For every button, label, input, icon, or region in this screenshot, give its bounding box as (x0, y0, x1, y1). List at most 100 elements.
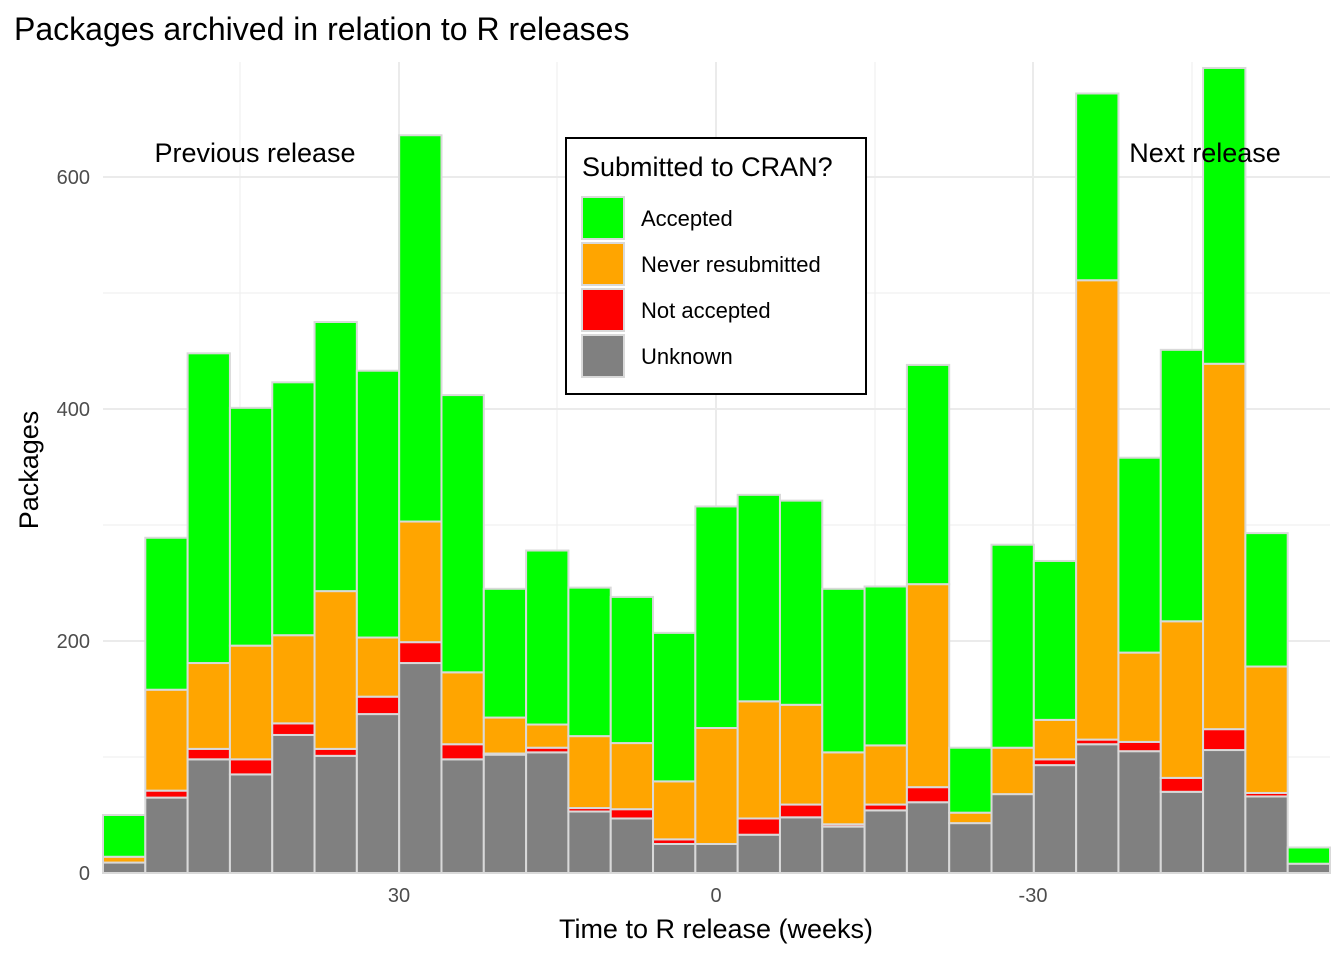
bar-segment (355, 636, 401, 698)
bar-segment (609, 808, 655, 820)
bar-segment (440, 671, 485, 746)
bar-segment (1244, 532, 1289, 668)
bar-segment (1286, 862, 1332, 874)
bar-segment (1244, 665, 1289, 794)
bar-segment (228, 644, 274, 761)
bar-segment (144, 789, 189, 799)
bar-segment (821, 587, 866, 754)
bar-segment (271, 722, 316, 736)
bar-segment (905, 583, 951, 789)
bar-segment (440, 394, 485, 674)
y-tick-label: 0 (79, 863, 90, 885)
bar-segment (482, 587, 528, 719)
bar-segment (1286, 846, 1332, 865)
bar-segment (144, 688, 189, 792)
bar-segment (990, 543, 1035, 749)
x-tick-label: 30 (388, 885, 410, 907)
bar-segment (482, 753, 528, 874)
legend-label: Accepted (641, 206, 733, 231)
bar-segment (1032, 559, 1078, 721)
bar-segment (1159, 776, 1205, 793)
bar-segment (778, 499, 824, 706)
bar-segment (186, 758, 231, 875)
bar-segment (948, 746, 993, 814)
bar-segment (694, 843, 739, 874)
bar-segment (313, 747, 358, 757)
bar-segment (1075, 92, 1120, 282)
bar-segment (313, 590, 358, 750)
bar-segment (313, 321, 358, 593)
bar-segment (1202, 728, 1247, 752)
bar-segment (1032, 764, 1078, 874)
legend-swatch (581, 242, 625, 286)
annotation-next-release: Next release (1129, 138, 1281, 168)
bar-segment (228, 758, 274, 776)
bar-segment (1159, 790, 1205, 874)
bar-segment (778, 816, 824, 875)
bar-segment (102, 814, 147, 858)
y-axis-label: Packages (14, 411, 44, 530)
bar-segment (398, 641, 443, 665)
bar-segment (1202, 362, 1247, 731)
bar-segment (440, 743, 485, 761)
bar-segment (652, 631, 697, 783)
bar-segment (736, 817, 781, 836)
bar-segment (736, 833, 781, 874)
bar-segment (863, 585, 908, 747)
bar-segment (525, 549, 570, 726)
bar-segment (398, 134, 443, 523)
bar-segment (863, 744, 908, 806)
bar-segment (398, 662, 443, 874)
bar-segment (1117, 651, 1162, 743)
x-axis-ticks: 30 0 -30 (388, 885, 1048, 907)
bar-segment (1032, 718, 1078, 761)
bar-segment (778, 803, 824, 819)
bar-segment (609, 817, 655, 874)
bar-segment (736, 493, 781, 703)
bar-segment (736, 700, 781, 820)
bar-stacks (102, 66, 1332, 875)
bar-segment (609, 595, 655, 745)
bar-segment (228, 773, 274, 875)
bar-segment (778, 703, 824, 806)
legend-swatch (581, 334, 625, 378)
bar-segment (186, 662, 231, 750)
bar-segment (102, 861, 147, 874)
bar-segment (905, 801, 951, 874)
x-axis-label: Time to R release (weeks) (559, 914, 873, 944)
bar-segment (948, 822, 993, 874)
bar-segment (525, 723, 570, 749)
bar-segment (144, 796, 189, 874)
legend-label: Unknown (641, 344, 733, 369)
legend-swatch (581, 288, 625, 332)
bar-segment (355, 695, 401, 716)
bar-segment (271, 381, 316, 637)
bar-segment (1117, 750, 1162, 875)
bar-segment (228, 406, 274, 647)
bar-segment (271, 634, 316, 725)
bar-segment (482, 716, 528, 755)
annotation-previous-release: Previous release (154, 138, 355, 168)
bar-segment (186, 352, 231, 665)
bar-segment (440, 758, 485, 875)
legend-label: Never resubmitted (641, 252, 821, 277)
y-tick-label: 600 (57, 167, 90, 189)
bar-segment (1244, 795, 1289, 874)
bar-segment (1075, 279, 1120, 741)
bar-segment (271, 733, 316, 875)
bar-segment (567, 810, 612, 875)
legend-label: Not accepted (641, 298, 771, 323)
bar-segment (398, 520, 443, 644)
bar-segment (1202, 66, 1247, 365)
y-tick-label: 200 (57, 631, 90, 653)
bar-segment (863, 809, 908, 874)
bar-segment (144, 536, 189, 691)
legend: Submitted to CRAN? Accepted Never resubmi… (565, 137, 867, 395)
legend-items: Accepted Never resubmitted Not accepted Unk… (581, 196, 821, 378)
bar-segment (313, 754, 358, 875)
bar-segment (905, 363, 951, 586)
bar-segment (905, 786, 951, 804)
bar-segment (1117, 740, 1162, 753)
bar-segment (694, 727, 739, 845)
